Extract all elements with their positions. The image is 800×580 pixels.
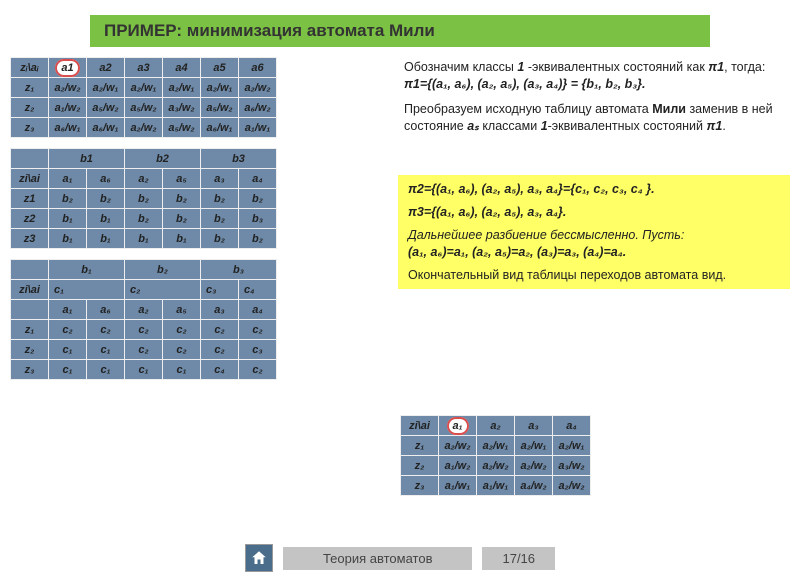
text-block-1: Обозначим классы 1 -эквивалентных состоя… [398, 57, 790, 95]
table-row: z2b₁b₁b₂b₂b₂b₃ [11, 209, 277, 229]
table-row: z3b₁b₁b₁b₁b₂b₂ [11, 229, 277, 249]
table-row: z₂a₁/w₂a₅/w₂a₅/w₂a₃/w₂a₅/w₂a₆/w₂ [11, 98, 277, 118]
table-row: z₂a₁/w₂a₂/w₂a₂/w₂a₃/w₂ [401, 456, 591, 476]
cell: a1 [49, 58, 87, 78]
cell: a2 [87, 58, 125, 78]
table-row: z₂c₁c₁c₂c₂c₂c₃ [11, 340, 277, 360]
table-row: b₁ b₂ b₃ [11, 260, 277, 280]
cell: a5 [201, 58, 239, 78]
table-row: z1b₂b₂b₂b₂b₂b₂ [11, 189, 277, 209]
assignment-text: (a₁, a₆)=a₁, (a₂, a₅)=a₂, (a₃)=a₃, (a₄)=… [408, 244, 780, 261]
cell: a3 [125, 58, 163, 78]
table-3: b₁ b₂ b₃ zi\ai c₁ c₂ c₃ c₄ a₁a₆a₂a₅a₃a₄ … [10, 259, 277, 380]
cell: a4 [163, 58, 201, 78]
final-text: Окончательный вид таблицы переходов авто… [408, 267, 780, 284]
content-area: zᵢ\aᵢ a1 a2 a3 a4 a5 a6 z₁a₂/w₂a₂/w₁a₂/w… [0, 57, 800, 390]
home-icon[interactable] [245, 544, 273, 572]
table-2: b1 b2 b3 zi\aia₁a₆a₂a₅a₃a₄ z1b₂b₂b₂b₂b₂b… [10, 148, 277, 249]
table-row: a₁a₆a₂a₅a₃a₄ [11, 300, 277, 320]
footer: Теория автоматов 17/16 [0, 544, 800, 572]
table-4: zi\ai a₁ a₂ a₃ a₄ z₁a₂/w₂a₂/w₁a₂/w₁a₂/w₁… [400, 415, 591, 496]
footer-label: Теория автоматов [283, 547, 473, 570]
page-number: 17/16 [482, 547, 555, 570]
cell: zᵢ\aᵢ [11, 58, 49, 78]
table-1: zᵢ\aᵢ a1 a2 a3 a4 a5 a6 z₁a₂/w₂a₂/w₁a₂/w… [10, 57, 277, 138]
pi2-text: π2={(a₁, a₆), (a₂, a₅), a₃, a₄}={c₁, c₂,… [408, 181, 780, 198]
table-row: zᵢ\aᵢ a1 a2 a3 a4 a5 a6 [11, 58, 277, 78]
table-row: z₁c₂c₂c₂c₂c₂c₂ [11, 320, 277, 340]
table-row: z₃a₁/w₁a₁/w₁a₄/w₂a₂/w₂ [401, 476, 591, 496]
table-row: zi\ai a₁ a₂ a₃ a₄ [401, 416, 591, 436]
table-row: z₁a₂/w₂a₂/w₁a₂/w₁a₂/w₁a₂/w₁a₂/w₂ [11, 78, 277, 98]
right-column: Обозначим классы 1 -эквивалентных состоя… [398, 57, 790, 390]
table-row: b1 b2 b3 [11, 149, 277, 169]
table-row: z₃a₆/w₁a₆/w₁a₂/w₂a₅/w₂a₆/w₁a₁/w₁ [11, 118, 277, 138]
slide-title: ПРИМЕР: минимизация автомата Мили [90, 15, 710, 47]
table-row: z₃c₁c₁c₁c₁c₄c₂ [11, 360, 277, 380]
table-row: zi\ai c₁ c₂ c₃ c₄ [11, 280, 277, 300]
pi3-text: π3={(a₁, a₆), (a₂, a₅), a₃, a₄}. [408, 204, 780, 221]
table-4-wrap: zi\ai a₁ a₂ a₃ a₄ z₁a₂/w₂a₂/w₁a₂/w₁a₂/w₁… [400, 415, 591, 506]
cell: a6 [239, 58, 277, 78]
yellow-highlight-box: π2={(a₁, a₆), (a₂, a₅), a₃, a₄}={c₁, c₂,… [398, 175, 790, 289]
table-row: z₁a₂/w₂a₂/w₁a₂/w₁a₂/w₁ [401, 436, 591, 456]
further-text: Дальнейшее разбиение бессмысленно. Пусть… [408, 227, 780, 244]
text-block-2: Преобразуем исходную таблицу автомата Ми… [398, 99, 790, 137]
table-row: zi\aia₁a₆a₂a₅a₃a₄ [11, 169, 277, 189]
left-column: zᵢ\aᵢ a1 a2 a3 a4 a5 a6 z₁a₂/w₂a₂/w₁a₂/w… [10, 57, 390, 390]
